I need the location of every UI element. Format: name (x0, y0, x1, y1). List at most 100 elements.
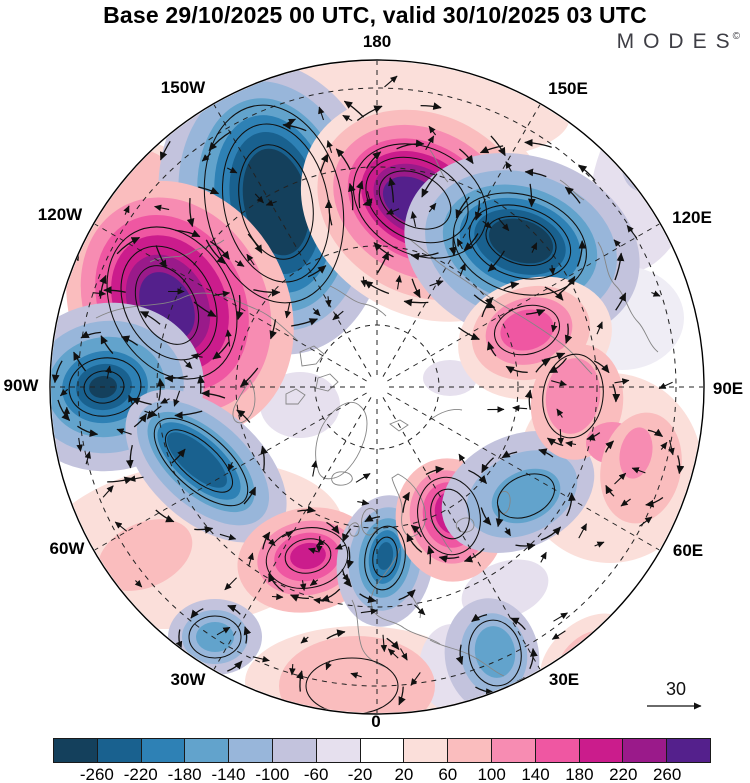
wind-arrow (282, 121, 307, 132)
contour-line (430, 488, 470, 540)
wind-arrow (246, 253, 255, 266)
wind-arrow (133, 413, 148, 428)
coastline (299, 345, 325, 367)
contour-line (378, 170, 452, 230)
wind-arrow (205, 239, 226, 265)
wind-arrow (224, 577, 237, 591)
contour-line (188, 615, 242, 659)
wind-arrow (155, 245, 167, 269)
contour-line (238, 144, 314, 260)
map-rim (49, 59, 705, 715)
coastline (331, 471, 353, 486)
anomaly-blob (474, 626, 516, 678)
wind-arrow (593, 360, 610, 374)
wind-arrow (160, 397, 170, 404)
wind-arrow (395, 275, 402, 290)
wind-arrow (324, 199, 333, 226)
wind-arrow (334, 543, 347, 550)
wind-arrow (495, 505, 504, 528)
wind-arrow (201, 85, 223, 98)
colorbar-cell (622, 739, 667, 762)
wind-arrow (596, 321, 603, 335)
wind-arrow (164, 374, 188, 383)
contour-line (83, 370, 125, 404)
wind-arrow (80, 330, 101, 339)
wind-arrow (455, 644, 464, 666)
wind-arrow (425, 135, 435, 151)
wind-arrow (414, 604, 426, 616)
contour-line (305, 657, 399, 713)
wind-arrow (479, 145, 504, 154)
wind-arrow (157, 377, 165, 401)
wind-arrow (524, 168, 547, 178)
contour-lines (68, 104, 604, 713)
wind-arrow (116, 236, 141, 255)
wind-arrow (77, 425, 99, 437)
wind-arrow (420, 102, 442, 110)
wind-arrow (410, 211, 418, 227)
wind-arrow (557, 429, 565, 446)
wind-arrow (421, 173, 438, 198)
colorbar-tick-label: 220 (609, 765, 638, 783)
wind-arrow (660, 441, 668, 450)
anomaly-blob (167, 432, 227, 488)
wind-arrow (355, 473, 371, 483)
wind-arrow (186, 198, 195, 228)
wind-arrow (373, 242, 394, 258)
contour-line (165, 429, 233, 493)
anomaly-blob (196, 622, 234, 652)
wind-arrow (387, 648, 399, 659)
wind-arrow (234, 260, 245, 267)
modes-logo: MODES© (617, 30, 740, 54)
wind-arrow (326, 629, 346, 640)
wind-arrow (128, 394, 135, 405)
wind-arrow (490, 135, 506, 157)
wind-arrow (505, 161, 512, 172)
wind-arrow (468, 469, 487, 484)
wind-arrow (343, 100, 365, 118)
wind-arrow (226, 166, 238, 174)
wind-arrow (236, 409, 251, 423)
coastline (429, 409, 463, 421)
wind-arrow (410, 672, 421, 686)
wind-arrow (197, 374, 205, 394)
wind-arrow (364, 514, 380, 523)
wind-arrow (236, 295, 244, 321)
wind-arrow (123, 205, 130, 215)
contour-line (68, 357, 142, 417)
wind-arrow (658, 381, 673, 389)
wind-arrow (201, 389, 226, 399)
wind-arrow (76, 437, 83, 452)
wind-arrow (548, 265, 556, 276)
wind-arrow (548, 357, 568, 374)
wind-arrow (144, 410, 158, 417)
wind-arrow (402, 491, 410, 513)
wind-arrow (219, 533, 237, 541)
wind-arrow (213, 290, 231, 298)
wind-arrow (411, 278, 421, 299)
wind-arrow (526, 309, 546, 317)
latitude-circle (156, 166, 598, 608)
wind-arrow (459, 262, 466, 277)
wind-arrow (365, 151, 382, 169)
wind-arrow (527, 183, 536, 208)
wind-arrow (201, 153, 211, 162)
wind-arrow (320, 588, 341, 602)
wind-arrow (362, 199, 373, 207)
wind-arrow (578, 164, 596, 181)
wind-scale-label: 30 (665, 679, 687, 699)
colorbar-tick-label: 140 (521, 765, 550, 783)
colorbar-tick-label: -140 (211, 765, 246, 783)
wind-arrow (529, 648, 538, 670)
colorbar-cell (666, 739, 710, 762)
colorbar-tick-label: 180 (565, 765, 594, 783)
colorbar-cell (447, 739, 491, 762)
contour-line (542, 353, 604, 439)
lon-label-60E: 60E (672, 541, 704, 560)
lon-label-120E: 120E (672, 208, 712, 227)
contour-line (106, 226, 238, 380)
coastline (348, 522, 360, 537)
wind-arrow (668, 439, 675, 456)
wind-arrow (481, 457, 495, 474)
wind-arrow (289, 664, 296, 676)
